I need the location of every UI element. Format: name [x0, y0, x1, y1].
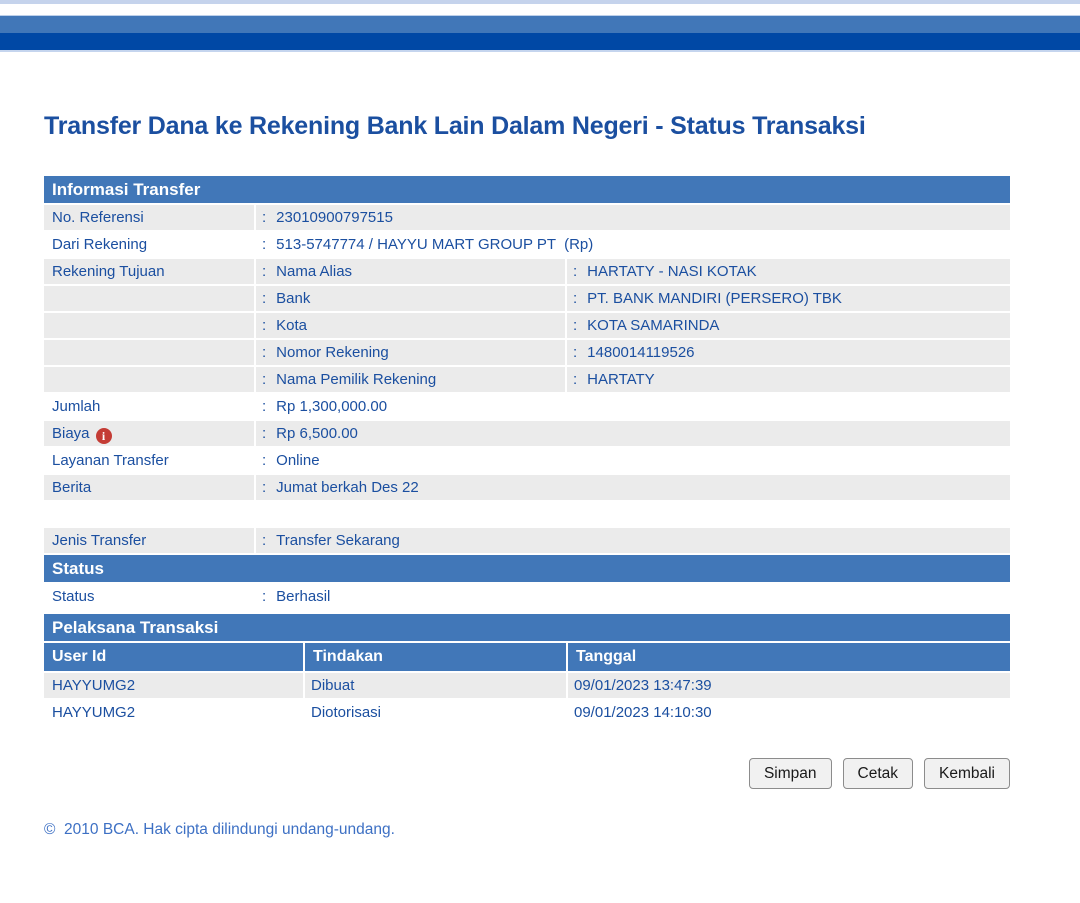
table-row: Dari Rekening 513-5747774 / HAYYU MART G… [44, 232, 1010, 257]
header-underline [0, 50, 1080, 52]
page-title: Transfer Dana ke Rekening Bank Lain Dala… [44, 112, 866, 140]
status-section-header: Status [44, 555, 1010, 582]
row-label [44, 367, 254, 392]
row-label: Rekening Tujuan [44, 259, 254, 284]
row-value: 513-5747774 / HAYYU MART GROUP PT (Rp) [256, 232, 1010, 257]
table-row: Nama Pemilik Rekening HARTATY [44, 367, 1010, 392]
cell-user-id: HAYYUMG2 [44, 673, 303, 698]
top-accent-line [0, 0, 1080, 4]
jenis-transfer-row: Jenis Transfer Transfer Sekarang [44, 528, 1010, 553]
row-label [44, 340, 254, 365]
header-light-line [0, 15, 1080, 16]
row-value: HARTATY - NASI KOTAK [567, 259, 1010, 284]
row-label [44, 286, 254, 311]
row-value: HARTATY [567, 367, 1010, 392]
column-header-tindakan: Tindakan [305, 643, 566, 671]
table-row: Berita Jumat berkah Des 22 [44, 475, 1010, 500]
row-value: 1480014119526 [567, 340, 1010, 365]
row-label: No. Referensi [44, 205, 254, 230]
table-row: Kota KOTA SAMARINDA [44, 313, 1010, 338]
kembali-button[interactable]: Kembali [924, 758, 1010, 789]
row-value: PT. BANK MANDIRI (PERSERO) TBK [567, 286, 1010, 311]
column-header-tanggal: Tanggal [568, 643, 1010, 671]
row-label: Layanan Transfer [44, 448, 254, 473]
info-icon[interactable]: i [95, 428, 112, 444]
row-value: KOTA SAMARINDA [567, 313, 1010, 338]
copyright-footer: © 2010 BCA. Hak cipta dilindungi undang-… [44, 821, 395, 838]
row-label: Status [44, 584, 254, 609]
row-label: Jumlah [44, 394, 254, 419]
row-value: Rp 1,300,000.00 [256, 394, 1010, 419]
cell-tanggal: 09/01/2023 13:47:39 [568, 673, 1010, 698]
table-row: Bank PT. BANK MANDIRI (PERSERO) TBK [44, 286, 1010, 311]
row-sublabel: Nama Pemilik Rekening [256, 367, 565, 392]
main-content: Transfer Dana ke Rekening Bank Lain Dala… [44, 112, 1010, 839]
section-gap [44, 502, 1010, 528]
action-buttons: Simpan Cetak Kembali [44, 758, 1010, 789]
informasi-transfer-table: Informasi Transfer No. Referensi 2301090… [44, 176, 1010, 500]
row-value: Jumat berkah Des 22 [256, 475, 1010, 500]
row-value: Online [256, 448, 1010, 473]
cell-user-id: HAYYUMG2 [44, 700, 303, 725]
column-header-user-id: User Id [44, 643, 303, 671]
table-row: Layanan Transfer Online [44, 448, 1010, 473]
table-row: HAYYUMG2 Diotorisasi 09/01/2023 14:10:30 [44, 700, 1010, 725]
cell-tindakan: Diotorisasi [305, 700, 566, 725]
table-row: Jumlah Rp 1,300,000.00 [44, 394, 1010, 419]
cetak-button[interactable]: Cetak [842, 758, 913, 789]
row-sublabel: Bank [256, 286, 565, 311]
pelaksana-column-headers: User Id Tindakan Tanggal [44, 643, 1010, 671]
simpan-button[interactable]: Simpan [748, 758, 832, 789]
header-bar-dark-blue [0, 33, 1080, 50]
cell-tindakan: Dibuat [305, 673, 566, 698]
row-value: Transfer Sekarang [256, 528, 1010, 553]
row-label: Biaya [52, 425, 90, 442]
row-value: Rp 6,500.00 [256, 421, 1010, 446]
table-row: Nomor Rekening 1480014119526 [44, 340, 1010, 365]
top-white-gap [0, 4, 1080, 15]
row-value: 23010900797515 [256, 205, 1010, 230]
table-row: HAYYUMG2 Dibuat 09/01/2023 13:47:39 [44, 673, 1010, 698]
row-label: Jenis Transfer [44, 528, 254, 553]
table-row: No. Referensi 23010900797515 [44, 205, 1010, 230]
pelaksana-transaksi-header: Pelaksana Transaksi [44, 614, 1010, 641]
row-label: Dari Rekening [44, 232, 254, 257]
header-bar-medium-blue [0, 16, 1080, 33]
row-sublabel: Nama Alias [256, 259, 565, 284]
row-sublabel: Nomor Rekening [256, 340, 565, 365]
row-sublabel: Kota [256, 313, 565, 338]
status-row: Status Berhasil [44, 584, 1010, 609]
informasi-transfer-header: Informasi Transfer [44, 176, 1010, 203]
status-value: Berhasil [256, 584, 1010, 609]
row-label-biaya: Biaya i [44, 421, 254, 446]
row-label [44, 313, 254, 338]
row-label: Berita [44, 475, 254, 500]
table-row: Rekening Tujuan Nama Alias HARTATY - NAS… [44, 259, 1010, 284]
pelaksana-transaksi-table: Pelaksana Transaksi User Id Tindakan Tan… [44, 614, 1010, 725]
cell-tanggal: 09/01/2023 14:10:30 [568, 700, 1010, 725]
